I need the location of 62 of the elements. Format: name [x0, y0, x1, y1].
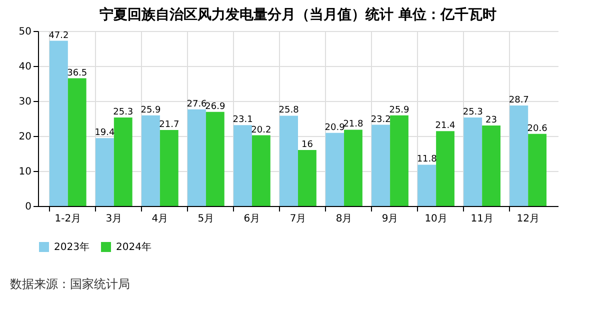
x-tick-label: 10月: [424, 214, 448, 224]
x-tick-label: 11月: [470, 214, 494, 224]
bar: [68, 78, 86, 206]
data-label: 21.8: [343, 120, 364, 130]
data-label: 20.9: [324, 122, 346, 133]
bar: [390, 115, 408, 206]
chart-title: 宁夏回族自治区风力发电量分月（当月值）统计 单位：亿千瓦时: [100, 6, 496, 23]
bar: [252, 135, 270, 206]
bar: [188, 109, 206, 206]
data-label: 23.2: [370, 114, 391, 125]
data-label: 25.8: [278, 106, 300, 116]
x-tick-label: 6月: [244, 214, 260, 224]
data-label: 21.7: [159, 120, 180, 130]
legend-label: 2024年: [116, 241, 152, 253]
data-label: 25.3: [462, 107, 483, 118]
data-label: 47.2: [48, 30, 69, 41]
bar: [96, 138, 114, 206]
bar: [528, 134, 546, 206]
data-label: 23.1: [232, 115, 253, 126]
data-label: 20.6: [527, 124, 548, 134]
y-tick-label: 50: [18, 26, 32, 38]
x-tick-label: 1-2月: [54, 214, 82, 224]
bar: [160, 130, 178, 206]
bar: [510, 106, 528, 206]
data-label: 25.3: [113, 107, 134, 118]
source-note: 数据来源：国家统计局: [10, 277, 130, 291]
bar: [372, 124, 390, 206]
x-tick-label: 3月: [106, 214, 122, 224]
bar: [280, 116, 298, 206]
y-tick-label: 30: [18, 96, 32, 108]
y-tick-label: 40: [18, 62, 32, 72]
y-tick-label: 10: [18, 166, 32, 178]
data-label: 25.9: [389, 105, 410, 116]
data-label: 25.9: [140, 105, 162, 116]
data-label: 23: [486, 116, 497, 126]
data-label: 26.9: [205, 102, 226, 112]
data-label: 36.5: [67, 68, 88, 78]
data-label: 20.2: [251, 125, 272, 136]
x-tick-label: 12月: [516, 214, 540, 224]
bar: [482, 126, 500, 206]
x-tick-label: 8月: [336, 214, 352, 224]
y-tick-label: 20: [18, 132, 32, 142]
bar: [206, 112, 224, 206]
bar: [142, 115, 160, 206]
bar: [344, 130, 362, 206]
x-tick-label: 7月: [290, 214, 306, 224]
bar: [50, 40, 68, 206]
bar: [436, 131, 454, 206]
bar: [464, 117, 482, 206]
x-tick-label: 5月: [198, 214, 214, 224]
bar: [326, 132, 344, 206]
data-label: 21.4: [435, 121, 456, 132]
x-tick-label: 4月: [152, 214, 168, 224]
x-tick-label: 9月: [382, 214, 398, 224]
legend-label: 2023年: [54, 241, 90, 253]
bar: [234, 125, 252, 206]
bar: [298, 150, 316, 206]
bar: [418, 164, 436, 206]
data-label: 16: [301, 140, 314, 150]
data-label: 28.7: [508, 96, 529, 106]
y-tick-label: 0: [25, 202, 32, 212]
bar: [114, 117, 132, 206]
